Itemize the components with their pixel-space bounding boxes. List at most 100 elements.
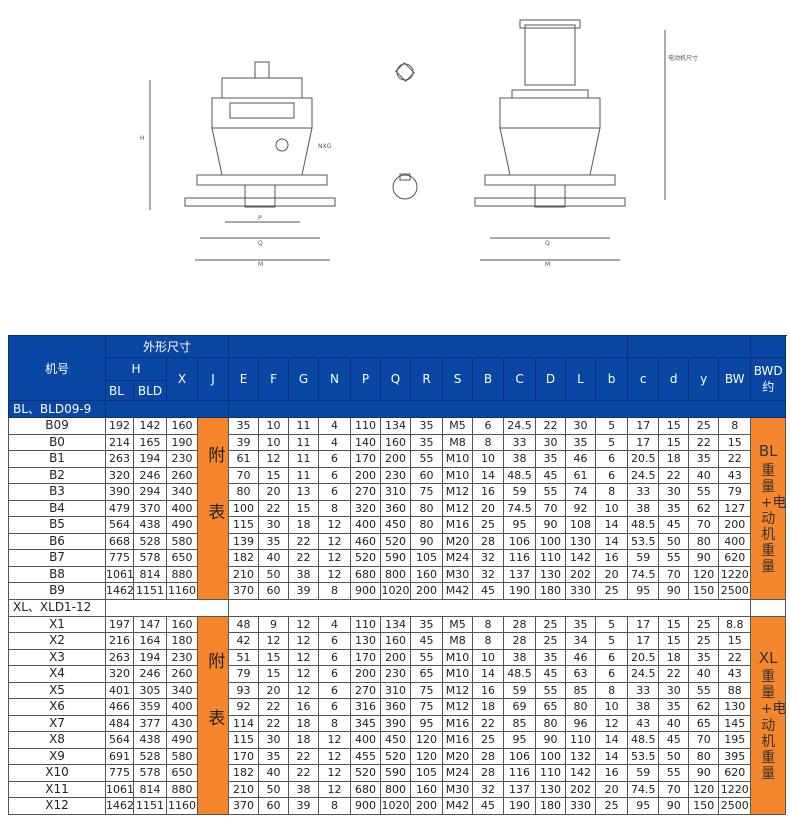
- value-cell: M16: [442, 731, 474, 749]
- value-cell: 22: [258, 499, 290, 517]
- value-cell: 320: [350, 499, 382, 517]
- model-cell: B1: [8, 450, 106, 468]
- value-cell: 8: [318, 797, 352, 815]
- dim-label-nxg: NXG: [318, 143, 332, 150]
- value-cell: 400: [166, 698, 198, 716]
- value-cell: 45: [410, 632, 444, 650]
- value-cell: 479: [105, 499, 134, 517]
- value-cell: 48.5: [627, 516, 660, 534]
- value-cell: 270: [350, 681, 382, 699]
- value-cell: 455: [350, 747, 382, 765]
- value-cell: 45: [472, 582, 505, 600]
- header-bwd-sub: 约: [762, 379, 775, 394]
- value-cell: 115: [228, 516, 260, 534]
- table-row: X8 564 438 490 115 30 18 12 400 450 120 M16 25 95 90 11…: [8, 731, 786, 749]
- value-cell: 340: [166, 483, 198, 501]
- value-cell: 10: [472, 450, 505, 468]
- value-cell: 10: [472, 648, 505, 666]
- value-cell: 310: [380, 681, 412, 699]
- value-cell: 17: [627, 632, 660, 650]
- header-col-b-14: b: [595, 357, 629, 401]
- value-cell: 230: [166, 450, 198, 468]
- value-cell: 55: [410, 450, 444, 468]
- model-cell: B5: [8, 516, 106, 534]
- value-cell: 90: [658, 797, 690, 815]
- value-cell: 5: [595, 417, 629, 435]
- value-cell: 160: [410, 780, 444, 798]
- value-cell: 25: [535, 615, 567, 633]
- value-cell: M8: [442, 433, 474, 451]
- value-cell: 400: [718, 532, 752, 550]
- model-cell: B8: [8, 565, 106, 583]
- value-cell: 8: [718, 417, 752, 435]
- value-cell: 490: [166, 516, 198, 534]
- value-cell: M16: [442, 714, 474, 732]
- header-col-r-8: R: [410, 357, 444, 401]
- table-row: X9 691 528 580 170 35 22 12 455 520 120 M20 28 106 100…: [8, 747, 786, 765]
- table-row: X2 216 164 180 42 12 12 6 130 160 45 M8 8 28 25 34 5 17 15…: [8, 632, 786, 650]
- value-cell: M12: [442, 483, 474, 501]
- value-cell: 25: [535, 632, 567, 650]
- value-cell: 590: [380, 764, 412, 782]
- value-cell: 59: [503, 681, 537, 699]
- reducer-drawing-right: 电动机尺寸 Q M: [474, 19, 698, 268]
- value-cell: 25: [688, 632, 720, 650]
- value-cell: 20: [258, 483, 290, 501]
- table-row: B3 390 294 340 80 20 13 6 270 310 75 M12 16 59 55 74 8 33…: [8, 483, 786, 501]
- model-cell: B2: [8, 466, 106, 484]
- value-cell: 105: [410, 764, 444, 782]
- header-col-y-17: y: [688, 357, 720, 401]
- value-cell: M30: [442, 780, 474, 798]
- value-cell: 1151: [133, 797, 167, 815]
- value-cell: 14: [595, 731, 629, 749]
- value-cell: 330: [565, 582, 597, 600]
- header-bwd: BWD 约: [750, 357, 787, 401]
- value-cell: 1061: [105, 780, 134, 798]
- value-cell: 42: [228, 632, 260, 650]
- value-cell: 490: [166, 731, 198, 749]
- weight-note: XL 重量+电动机重量: [750, 615, 786, 815]
- value-cell: 15: [658, 433, 690, 451]
- value-cell: 90: [535, 731, 567, 749]
- value-cell: 120: [688, 565, 720, 583]
- value-cell: 137: [503, 565, 537, 583]
- value-cell: 620: [718, 764, 752, 782]
- value-cell: 520: [350, 764, 382, 782]
- value-cell: 160: [410, 565, 444, 583]
- table-row: X10 775 578 650 182 40 22 12 520 590 105 M24 28 116 11…: [8, 764, 786, 782]
- value-cell: 95: [627, 582, 660, 600]
- value-cell: 202: [565, 780, 597, 798]
- value-cell: 1462: [105, 797, 134, 815]
- value-cell: 110: [535, 764, 567, 782]
- value-cell: 195: [718, 731, 752, 749]
- value-cell: 210: [228, 780, 260, 798]
- value-cell: 28: [472, 764, 505, 782]
- value-cell: 140: [350, 433, 382, 451]
- value-cell: 578: [133, 764, 167, 782]
- value-cell: 63: [565, 665, 597, 683]
- appendix-note: 附表: [196, 417, 230, 600]
- value-cell: 1151: [133, 582, 167, 600]
- value-cell: 14: [595, 516, 629, 534]
- section-blank: [104, 598, 230, 617]
- value-cell: 145: [718, 714, 752, 732]
- value-cell: 430: [166, 714, 198, 732]
- value-cell: 20: [595, 780, 629, 798]
- value-cell: 170: [228, 747, 260, 765]
- value-cell: 20: [258, 681, 290, 699]
- model-cell: B6: [8, 532, 106, 550]
- value-cell: 11: [288, 466, 320, 484]
- value-cell: 35: [410, 615, 444, 633]
- value-cell: 60: [258, 797, 290, 815]
- value-cell: 12: [288, 648, 320, 666]
- section-blank: [750, 598, 787, 617]
- value-cell: 62: [688, 698, 720, 716]
- table-row: B09 192 142 160 附表 35 10 11 4 110 134 35 M5 6 24.5 22 30…: [8, 417, 786, 600]
- value-cell: 28: [472, 747, 505, 765]
- value-cell: 53.5: [627, 747, 660, 765]
- value-cell: 110: [350, 417, 382, 435]
- value-cell: 900: [350, 582, 382, 600]
- section-row: XL、XLD1-12: [8, 598, 787, 617]
- value-cell: 22: [472, 714, 505, 732]
